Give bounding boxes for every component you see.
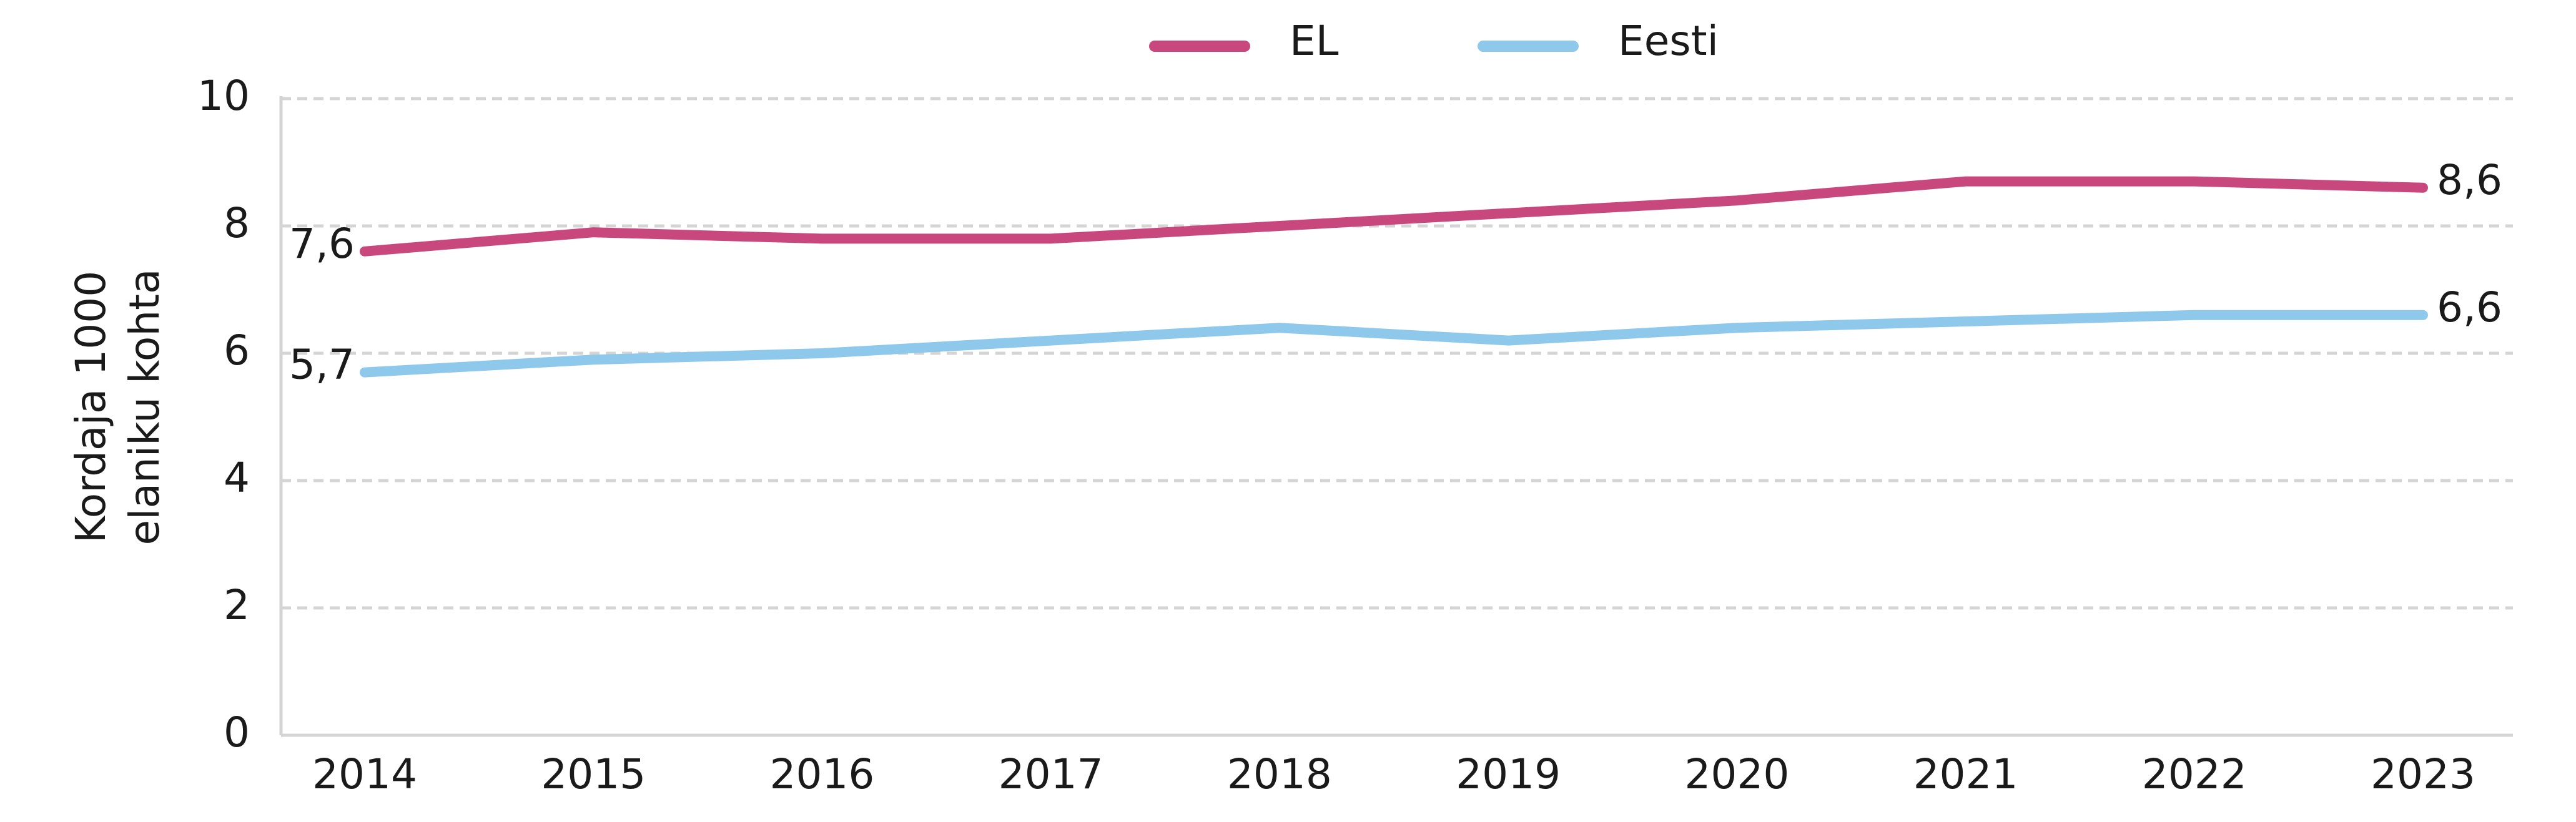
x-tick-label: 2022 [2142,750,2247,798]
x-tick-label: 2017 [999,750,1103,798]
y-tick-label: 10 [197,72,250,120]
x-tick-label: 2020 [1684,750,1789,798]
y-tick-label: 2 [224,581,250,629]
series-line [360,310,2428,378]
x-tick-label: 2023 [2371,750,2475,798]
y-label-line: Kordaja 1000 [67,271,115,543]
x-tick-label: 2015 [541,750,646,798]
y-tick-label: 8 [224,199,250,247]
y-axis-title: Kordaja 1000 elaniku kohta [67,269,169,546]
legend-label: EL [1290,17,1339,65]
legend-label: Eesti [1618,17,1719,65]
x-tick-label: 2021 [1913,750,2018,798]
x-tick-label: 2018 [1227,750,1332,798]
data-label: 7,6 [289,220,355,268]
data-label: 6,6 [2437,283,2502,331]
data-label: 8,6 [2437,156,2502,204]
x-tick-label: 2019 [1456,750,1561,798]
x-tick-label: 2014 [312,750,417,798]
y-label-line: elaniku kohta [121,269,169,546]
y-tick-label: 4 [224,454,250,502]
y-tick-label: 6 [224,326,250,374]
y-tick-label: 0 [224,708,250,756]
x-tick-label: 2016 [769,750,874,798]
series-line [360,176,2428,257]
data-label: 5,7 [289,341,355,389]
